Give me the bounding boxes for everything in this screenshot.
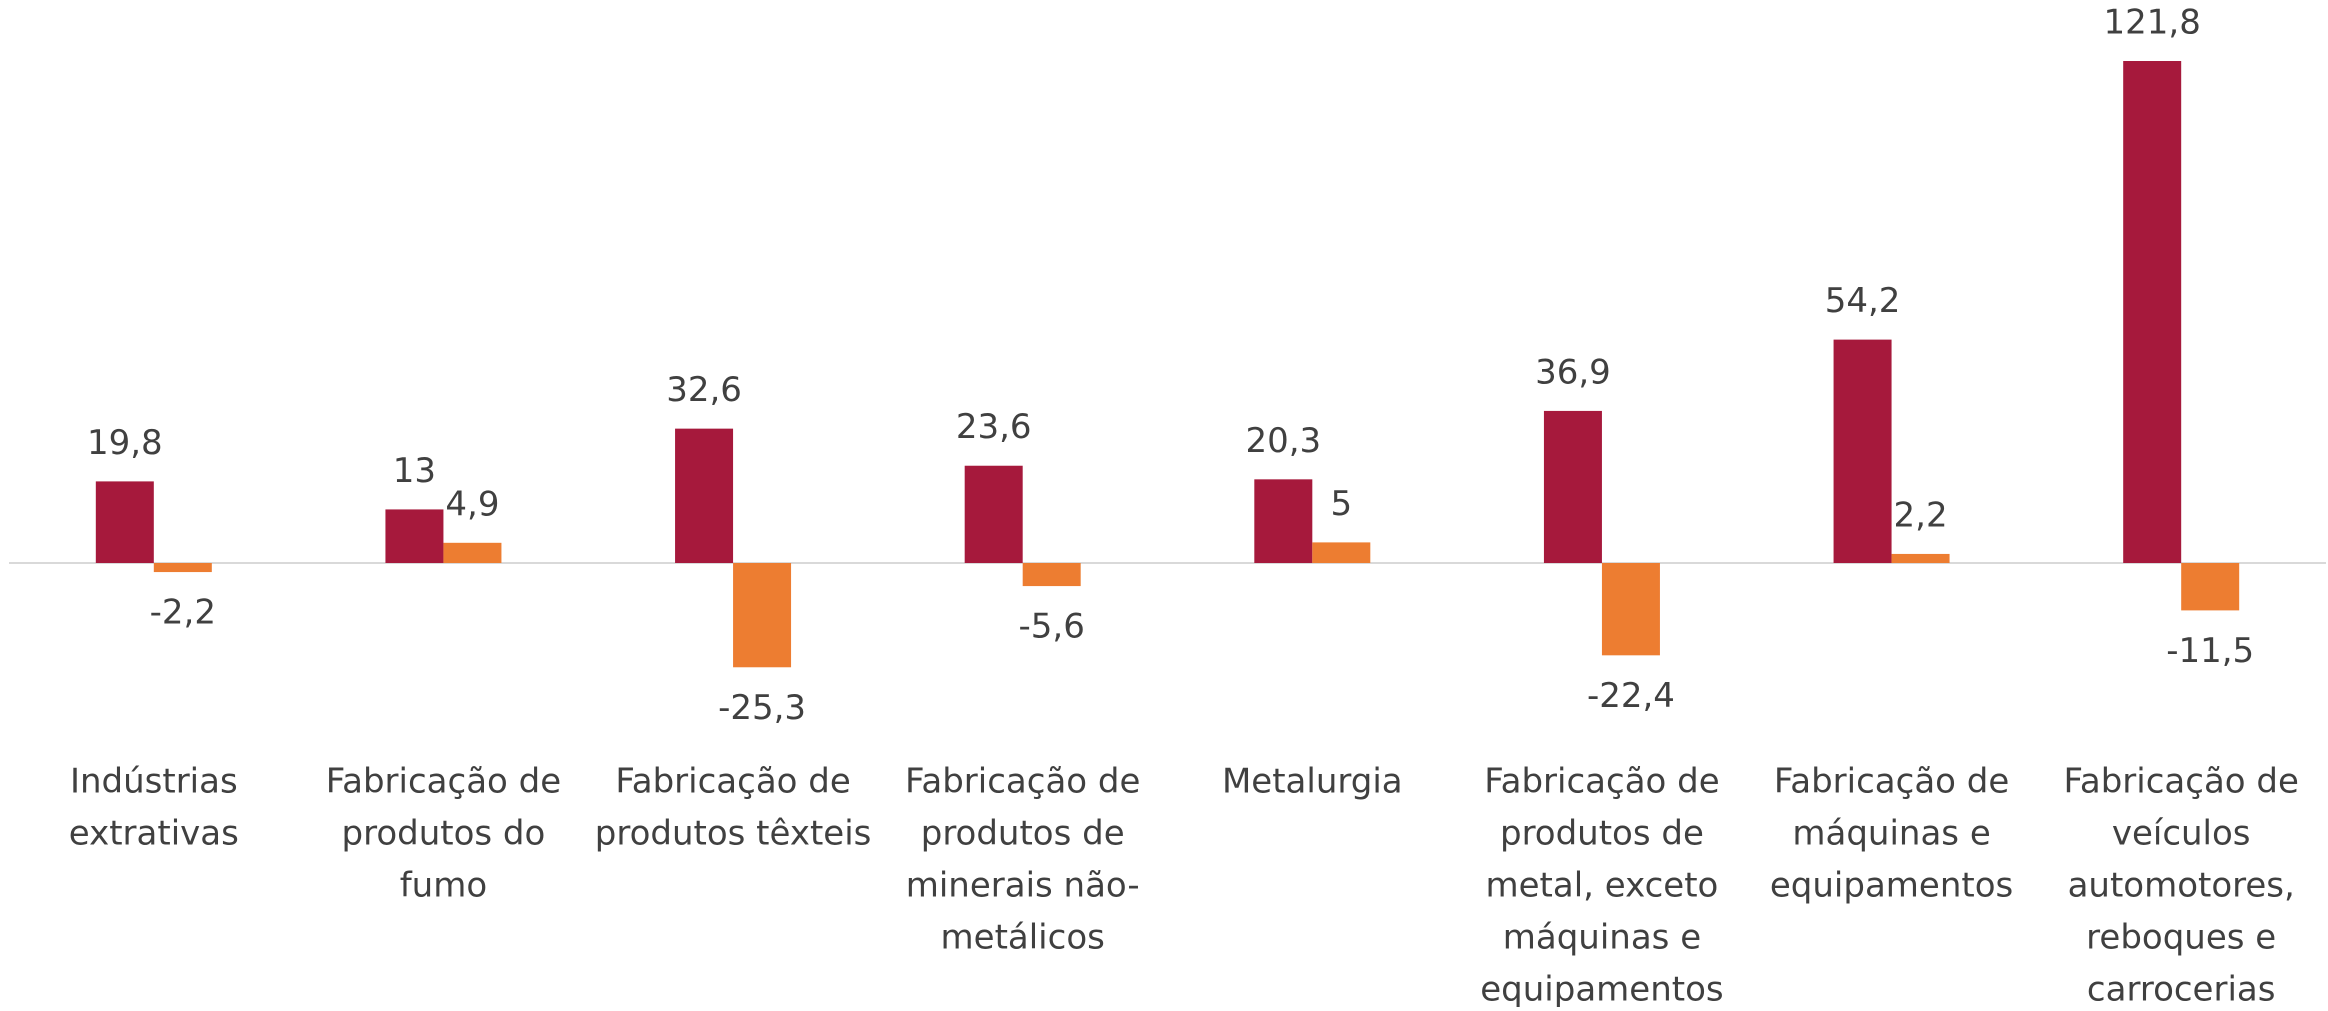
x-tick-label: automotores, [2068,866,2295,906]
data-label: 13 [393,451,436,491]
bar [1312,542,1371,563]
x-tick-label: Fabricação de [1484,762,1719,802]
data-label: 5 [1330,484,1352,524]
bar [1254,479,1313,563]
data-label: 19,8 [87,423,163,463]
x-tick-label: Fabricação de [615,762,850,802]
x-tick-label: máquinas e [1503,918,1701,958]
bar [964,465,1023,563]
bar [385,509,444,563]
bar [1022,563,1081,587]
x-tick-label: máquinas e [1792,814,1990,854]
data-label: 121,8 [2104,3,2201,43]
data-label: 4,9 [445,484,499,524]
x-tick-label: minerais não- [906,866,1140,906]
bar [2181,563,2240,611]
x-tick-label: produtos de [921,814,1125,854]
x-tick-label: veículos [2112,814,2251,854]
data-label: 20,3 [1245,421,1321,461]
x-tick-label: extrativas [69,814,239,854]
data-label: 54,2 [1825,281,1901,321]
x-tick-label: equipamentos [1770,866,2013,906]
x-tick-label: metal, exceto [1486,866,1719,906]
data-label: 32,6 [666,370,742,410]
data-label: -5,6 [1019,607,1085,647]
bar [1891,553,1950,563]
x-tick-label: produtos de [1500,814,1704,854]
x-tick-label: produtos do [342,814,546,854]
bar [1833,339,1892,563]
data-label: -25,3 [718,688,806,728]
x-tick-label: carrocerias [2087,970,2276,1008]
data-label: -22,4 [1587,676,1675,716]
bar [153,563,212,573]
data-label: -2,2 [150,593,216,633]
x-tick-label: metálicos [941,918,1105,958]
bar [443,542,502,563]
x-tick-label: produtos têxteis [595,814,872,854]
bar [95,481,154,563]
bar [1601,563,1660,656]
x-tick-label: reboques e [2086,918,2276,958]
bar [733,563,792,668]
x-tick-label: fumo [400,866,487,906]
x-tick-label: Metalurgia [1222,762,1403,802]
x-tick-label: equipamentos [1480,970,1723,1008]
x-tick-label: Indústrias [70,762,238,802]
x-tick-label: Fabricação de [1774,762,2009,802]
bar [675,428,734,563]
data-label: 2,2 [1894,495,1948,535]
x-tick-label: Fabricação de [905,762,1140,802]
bar [1543,410,1602,563]
data-label: 36,9 [1535,352,1611,392]
data-label: -11,5 [2166,631,2254,671]
x-tick-label: Fabricação de [2063,762,2298,802]
data-label: 23,6 [956,407,1032,447]
x-tick-label: Fabricação de [326,762,561,802]
bar [2123,61,2182,563]
